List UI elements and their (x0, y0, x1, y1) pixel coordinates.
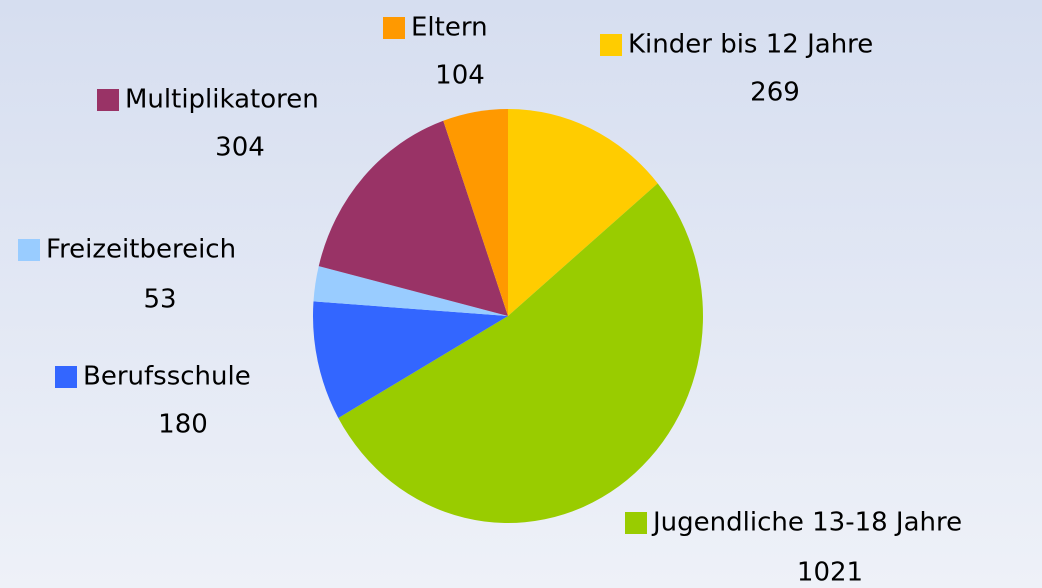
label-marker (18, 239, 40, 261)
data-label-value: 53 (143, 285, 176, 315)
data-label-name: Freizeitbereich (46, 235, 236, 265)
data-label-value: 180 (158, 410, 208, 440)
data-label-value: 104 (435, 61, 485, 91)
data-label-value: 304 (215, 133, 265, 163)
pie-slice (508, 109, 658, 316)
pie-slice (313, 266, 508, 316)
data-label-value: 1021 (797, 558, 863, 588)
label-marker (97, 89, 119, 111)
data-label-name: Jugendliche 13-18 Jahre (651, 508, 962, 538)
data-label-name: Kinder bis 12 Jahre (628, 30, 873, 60)
data-label-name: Berufsschule (83, 362, 251, 392)
label-marker (55, 366, 77, 388)
data-label-name: Eltern (411, 13, 488, 43)
label-marker (383, 17, 405, 39)
pie-slice (338, 183, 703, 523)
data-label-value: 269 (750, 78, 800, 108)
pie-slice (443, 109, 508, 316)
label-marker (625, 512, 647, 534)
pie-slice (318, 120, 508, 316)
label-marker (600, 34, 622, 56)
pie-slice (313, 301, 508, 418)
data-label-name: Multiplikatoren (125, 85, 319, 115)
